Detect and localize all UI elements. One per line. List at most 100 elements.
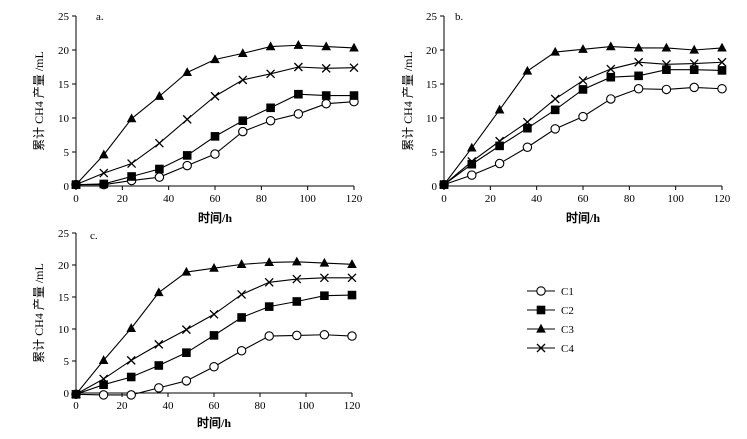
y-tick-label: 10 (426, 113, 438, 125)
c4-point (293, 62, 303, 72)
c3-point (347, 259, 357, 268)
x-tick-label: 0 (73, 400, 79, 412)
c4-point (264, 277, 274, 287)
x-tick-label: 60 (578, 193, 590, 205)
c3-point (236, 259, 247, 268)
c1-point (347, 331, 357, 341)
series-c3 (71, 40, 359, 189)
c1-point (154, 172, 165, 182)
c4-point (634, 57, 644, 67)
c2-point (182, 348, 191, 357)
c4-point (154, 138, 164, 148)
y-tick-label: 5 (64, 356, 70, 368)
x-tick-label: 80 (256, 193, 268, 205)
c3-point (633, 42, 644, 52)
series-c2 (71, 290, 357, 399)
c4-point (578, 76, 588, 86)
c3-point (606, 41, 616, 51)
c1-point (689, 82, 699, 93)
x-tick-label: 100 (298, 400, 315, 412)
c4-point (321, 63, 331, 73)
c1-point (321, 98, 331, 109)
y-tick-label: 25 (426, 11, 438, 23)
c2-point (99, 179, 109, 189)
c2-point (495, 141, 504, 151)
c1-point (578, 111, 588, 122)
chart-panel-b: 0 5 10 15 20 25 0 20 40 60 80 100 120 b. 时间/h 累计 CH4 产量… (401, 11, 731, 225)
x-tick-label: 0 (73, 193, 79, 205)
c1-point (264, 331, 274, 341)
y-axis-label: 累计 CH4 产量 /mL (32, 51, 46, 151)
legend-label: C4 (561, 343, 574, 355)
c1-point (265, 115, 276, 126)
c2-point (264, 302, 274, 311)
c1-point (494, 158, 505, 169)
c2-point (467, 159, 477, 169)
legend-entry-c3: C3 (527, 323, 574, 336)
series-c3 (71, 256, 357, 398)
x-tick-label: 40 (531, 193, 543, 205)
c4-point (717, 57, 727, 67)
x-tick-label: 0 (441, 193, 447, 205)
c4-point (182, 114, 192, 124)
c4-point (606, 64, 616, 74)
legend-entry-c1: C1 (527, 286, 574, 298)
c2-point (550, 105, 560, 115)
c3-point (265, 41, 276, 51)
c2-point (127, 172, 136, 181)
series-c4-line (75, 66, 355, 186)
c4-point (99, 374, 109, 384)
c2-point (237, 313, 246, 322)
c1-point (319, 330, 330, 340)
c4-point (71, 389, 81, 399)
c2-point (294, 89, 303, 99)
x-tick-label: 120 (346, 193, 363, 205)
x-tick-label: 40 (163, 193, 175, 205)
y-tick-label: 10 (58, 324, 70, 336)
y-axis-label: 累计 CH4 产量 /mL (32, 263, 46, 363)
legend-label: C3 (561, 324, 574, 336)
legend-label: C2 (561, 305, 574, 317)
legend-c3-marker (536, 323, 546, 333)
c4-point (237, 289, 247, 299)
c1-point (606, 94, 616, 104)
c2-point (210, 132, 220, 141)
y-tick-label: 5 (64, 147, 70, 159)
c1-point (238, 126, 248, 137)
c4-point (347, 273, 357, 283)
y-tick-label: 20 (58, 45, 70, 57)
y-tick-label: 15 (58, 79, 70, 91)
c4-point (71, 180, 81, 190)
x-tick-label: 120 (714, 193, 731, 205)
c3-point (99, 149, 109, 159)
y-tick-label: 0 (432, 181, 438, 193)
c4-point (439, 180, 449, 190)
c3-point (578, 44, 588, 53)
c1-point (126, 390, 136, 400)
c3-point (494, 104, 505, 114)
chart-panel-a: 0 5 10 15 20 25 0 20 40 60 80 100 120 a. 时间/h 累计 CH4 产量… (32, 11, 363, 225)
c2-point (606, 72, 616, 82)
c3-point (467, 142, 477, 152)
c1-point (181, 376, 192, 386)
c3-point (154, 287, 164, 297)
x-tick-label: 100 (667, 193, 684, 205)
c1-point (209, 362, 219, 372)
y-tick-label: 15 (426, 79, 438, 91)
x-tick-label: 20 (117, 193, 129, 205)
c2-point (349, 91, 359, 100)
series-c4 (71, 62, 359, 190)
c4-point (266, 69, 276, 79)
series-c2 (71, 89, 359, 189)
series-c1 (439, 82, 727, 190)
c3-point (292, 256, 302, 266)
c2-point (182, 151, 192, 160)
c3-point (210, 54, 220, 64)
series-c1 (71, 330, 357, 400)
c1-point (550, 124, 560, 134)
x-tick-label: 20 (117, 400, 129, 412)
x-tick-label: 80 (255, 400, 267, 412)
y-tick-label: 10 (58, 113, 70, 125)
c3-point (126, 113, 137, 123)
